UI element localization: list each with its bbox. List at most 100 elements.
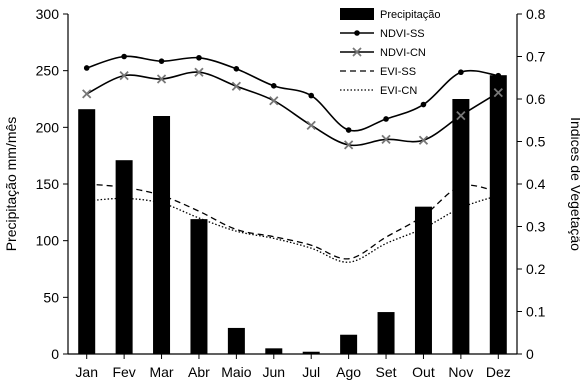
y-right-tick-label: 0.5 (526, 134, 546, 150)
legend-marker (352, 47, 362, 57)
bar-fev (115, 160, 133, 354)
point-ndvi-cn-abr (194, 67, 204, 77)
legend-item-ndvi-cn: NDVI-CN (340, 47, 426, 59)
y-axis-left-title: Precipitação mm/mês (3, 117, 19, 252)
point-ndvi-cn-dez (493, 87, 503, 98)
legend-item-evi-ss: EVI-SS (340, 66, 416, 78)
legend-item-evi-cn: EVI-CN (340, 85, 417, 97)
line-ndvi-ss (86, 55, 499, 132)
x-tick-label: Ago (336, 364, 361, 380)
line-evi-cn (86, 194, 499, 263)
point-ndvi-cn-nov (456, 110, 466, 121)
bar-jun (265, 348, 283, 354)
x-mark-stroke (418, 135, 429, 145)
y-left-tick-label: 200 (36, 119, 60, 135)
point-ndvi-ss-set (383, 116, 389, 122)
bar-abr (190, 219, 208, 354)
bar-jan (78, 109, 96, 354)
x-tick-label: Dez (486, 364, 511, 380)
x-tick-label: Set (376, 364, 397, 380)
x-mark-stroke (156, 74, 167, 84)
y-left-tick-label: 300 (36, 6, 60, 22)
point-ndvi-cn-set (381, 134, 391, 145)
point-ndvi-cn-mar (156, 74, 167, 84)
bar-set (377, 312, 395, 354)
point-ndvi-ss-mar (158, 58, 165, 64)
x-tick-label: Maio (221, 364, 252, 380)
legend-item-ndvi-ss: NDVI-SS (340, 28, 425, 40)
point-ndvi-cn-jun (269, 96, 279, 106)
bar-jul (302, 351, 320, 354)
x-mark-stroke (82, 89, 92, 99)
bar-mar (153, 116, 171, 354)
bar-maio (227, 327, 245, 354)
y-left-tick-label: 0 (51, 346, 59, 362)
legend-label: EVI-SS (380, 66, 416, 78)
x-tick-label: Mar (149, 364, 173, 380)
point-ndvi-cn-out (418, 135, 429, 145)
y-right-tick-label: 0.4 (526, 176, 546, 192)
point-ndvi-ss-dez (495, 72, 502, 79)
legend-item-precipita-o: Precipitação (340, 8, 441, 21)
x-mark-stroke (194, 67, 204, 77)
y-left-tick-label: 250 (36, 63, 60, 79)
line-ndvi-cn (86, 71, 499, 147)
x-mark-stroke (306, 120, 316, 130)
point-ndvi-ss-jul (308, 92, 315, 99)
bar-nov (452, 99, 470, 354)
y-left-tick-label: 100 (36, 233, 60, 249)
y-left-tick-label: 150 (36, 176, 60, 192)
point-ndvi-ss-ago (345, 127, 352, 133)
point-ndvi-ss-nov (458, 69, 464, 76)
x-mark-stroke (343, 140, 354, 150)
x-tick-label: Nov (448, 364, 473, 380)
point-ndvi-ss-fev (121, 53, 127, 60)
bars-layer (78, 75, 507, 354)
bar-dez (489, 75, 507, 354)
legend-label: NDVI-SS (380, 28, 425, 40)
point-ndvi-ss-abr (196, 54, 202, 61)
y-right-tick-label: 0.6 (526, 91, 546, 107)
point-ndvi-cn-jan (82, 89, 92, 99)
point-ndvi-cn-ago (343, 140, 354, 150)
x-tick-label: Jul (302, 364, 320, 380)
x-tick-label: Jan (75, 364, 98, 380)
line-evi-ss (86, 183, 499, 260)
y-right-tick-label: 0.7 (526, 49, 546, 65)
x-tick-label: Jun (263, 364, 286, 380)
y-left-tick-label: 50 (43, 289, 59, 305)
point-ndvi-cn-jul (306, 120, 316, 130)
x-tick-label: Fev (112, 364, 135, 380)
x-mark-stroke (381, 134, 391, 145)
x-mark-stroke (269, 96, 279, 106)
legend-swatch (340, 8, 374, 20)
y-right-tick-label: 0.3 (526, 219, 546, 235)
legend-marker (354, 30, 360, 36)
legend-label: Precipitação (380, 9, 441, 21)
x-mark-stroke (456, 110, 466, 121)
legend-label: NDVI-CN (380, 47, 426, 59)
point-ndvi-ss-out (420, 101, 427, 108)
y-right-tick-label: 0.8 (526, 6, 546, 22)
bar-out (414, 206, 432, 354)
y-right-tick-label: 0.2 (526, 261, 546, 277)
y-axis-right-title: Índices de Vegetação (568, 117, 580, 251)
x-mark-stroke (231, 81, 242, 91)
legend: Precipitação NDVI-SS NDVI-CN EVI-SS EVI-CN (340, 8, 441, 97)
x-tick-label: Out (412, 364, 435, 380)
y-right-tick-label: 0 (526, 346, 534, 362)
legend-label: EVI-CN (380, 85, 417, 97)
point-ndvi-cn-maio (231, 81, 242, 91)
y-right-tick-label: 0.1 (526, 304, 546, 320)
lines-layer (82, 53, 503, 263)
axes-layer: 0 50 100 150 200 250 300 0 0.1 0.2 0.3 0.4 0.5 0.6 0.7… (36, 6, 546, 380)
x-mark-stroke (119, 70, 129, 81)
point-ndvi-cn-fev (119, 70, 129, 81)
bar-ago (340, 334, 358, 354)
point-ndvi-ss-jun (270, 83, 277, 89)
x-mark-stroke (493, 87, 503, 98)
point-ndvi-ss-jan (83, 65, 90, 71)
point-ndvi-ss-maio (233, 66, 240, 72)
x-tick-label: Abr (188, 364, 210, 380)
